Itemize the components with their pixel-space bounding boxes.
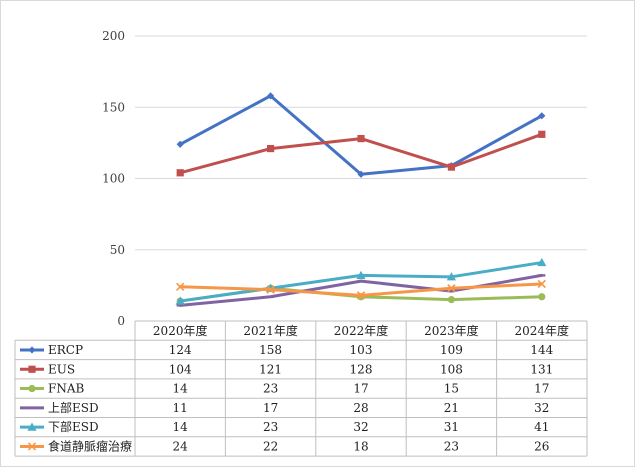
series-line-3 [178,273,544,307]
data-point-1-1 [267,144,275,153]
data-point-5-0 [176,282,185,291]
data-table-cell: 144 [530,343,553,357]
data-point-1-3 [447,163,455,171]
data-point-5-2 [356,291,366,300]
data-table-cell: 103 [350,343,373,357]
data-table-cell: 26 [534,439,549,453]
data-table-cell: 104 [169,362,192,376]
data-table-cell: 108 [440,362,463,376]
y-tick-label: 100 [102,172,125,186]
data-point-0-1 [267,92,275,100]
y-tick-label: 150 [102,100,125,114]
data-point-0-4 [538,112,546,120]
data-table-cell: 32 [353,420,368,434]
data-table-cell: 124 [169,343,192,357]
x-category-label: 2023年度 [424,323,479,338]
data-point-2-4 [538,293,546,301]
data-table-cell: 31 [444,420,459,434]
data-table-cell: 22 [263,439,278,453]
x-category-label: 2021年度 [243,323,298,338]
legend-key-marker-5 [27,442,37,451]
legend-label: EUS [48,362,75,376]
legend-key-marker-2 [28,384,36,393]
legend-label: FNAB [48,382,84,396]
x-category-label: 2024年度 [515,323,570,338]
y-tick-label: 200 [102,29,125,43]
data-table-cell: 17 [263,401,278,415]
data-table-cell: 14 [173,420,189,434]
data-table-cell: 11 [173,401,188,415]
data-table-cell: 15 [444,382,459,396]
data-point-1-4 [538,130,546,138]
legend-label: ERCP [48,343,83,357]
data-table-cell: 158 [259,343,282,357]
data-point-4-2 [356,270,366,279]
data-table-cell: 23 [263,420,278,434]
legend-key-marker-0 [28,346,36,354]
legend-key-marker-1 [28,365,36,373]
data-table-cell: 28 [353,401,368,415]
data-table-cell: 14 [173,382,189,396]
data-point-1-0 [176,169,184,177]
data-point-1-2 [357,135,365,143]
data-point-5-3 [447,284,456,293]
legend-label: 食道静脈瘤治療 [48,438,132,453]
data-point-5-1 [266,285,275,294]
data-table-cell: 32 [534,401,549,415]
data-table-cell: 41 [534,420,549,434]
data-point-5-4 [537,279,546,289]
data-point-0-2 [357,170,365,178]
data-table-cell: 17 [534,382,549,396]
y-tick-label: 0 [117,314,125,328]
data-point-0-0 [176,140,184,148]
data-table-cell: 131 [530,362,553,376]
data-point-4-4 [537,257,547,267]
legend-label: 下部ESD [48,419,99,434]
data-table-cell: 18 [353,439,368,453]
data-table-cell: 17 [353,382,368,396]
data-table-cell: 121 [259,362,282,376]
legend-key-marker-4 [27,422,37,431]
data-table-cell: 21 [444,401,459,415]
data-table-cell: 24 [173,439,189,453]
data-point-4-3 [446,272,456,281]
y-tick-label: 50 [110,243,125,257]
data-table-cell: 128 [350,362,373,376]
data-table-cell: 109 [440,343,463,357]
x-category-label: 2020年度 [153,323,208,338]
data-table-cell: 23 [444,439,459,453]
legend-label: 上部ESD [48,400,99,415]
x-category-label: 2022年度 [334,323,389,338]
data-point-4-0 [175,296,185,305]
data-point-2-3 [447,296,455,304]
data-table-cell: 23 [263,382,278,396]
